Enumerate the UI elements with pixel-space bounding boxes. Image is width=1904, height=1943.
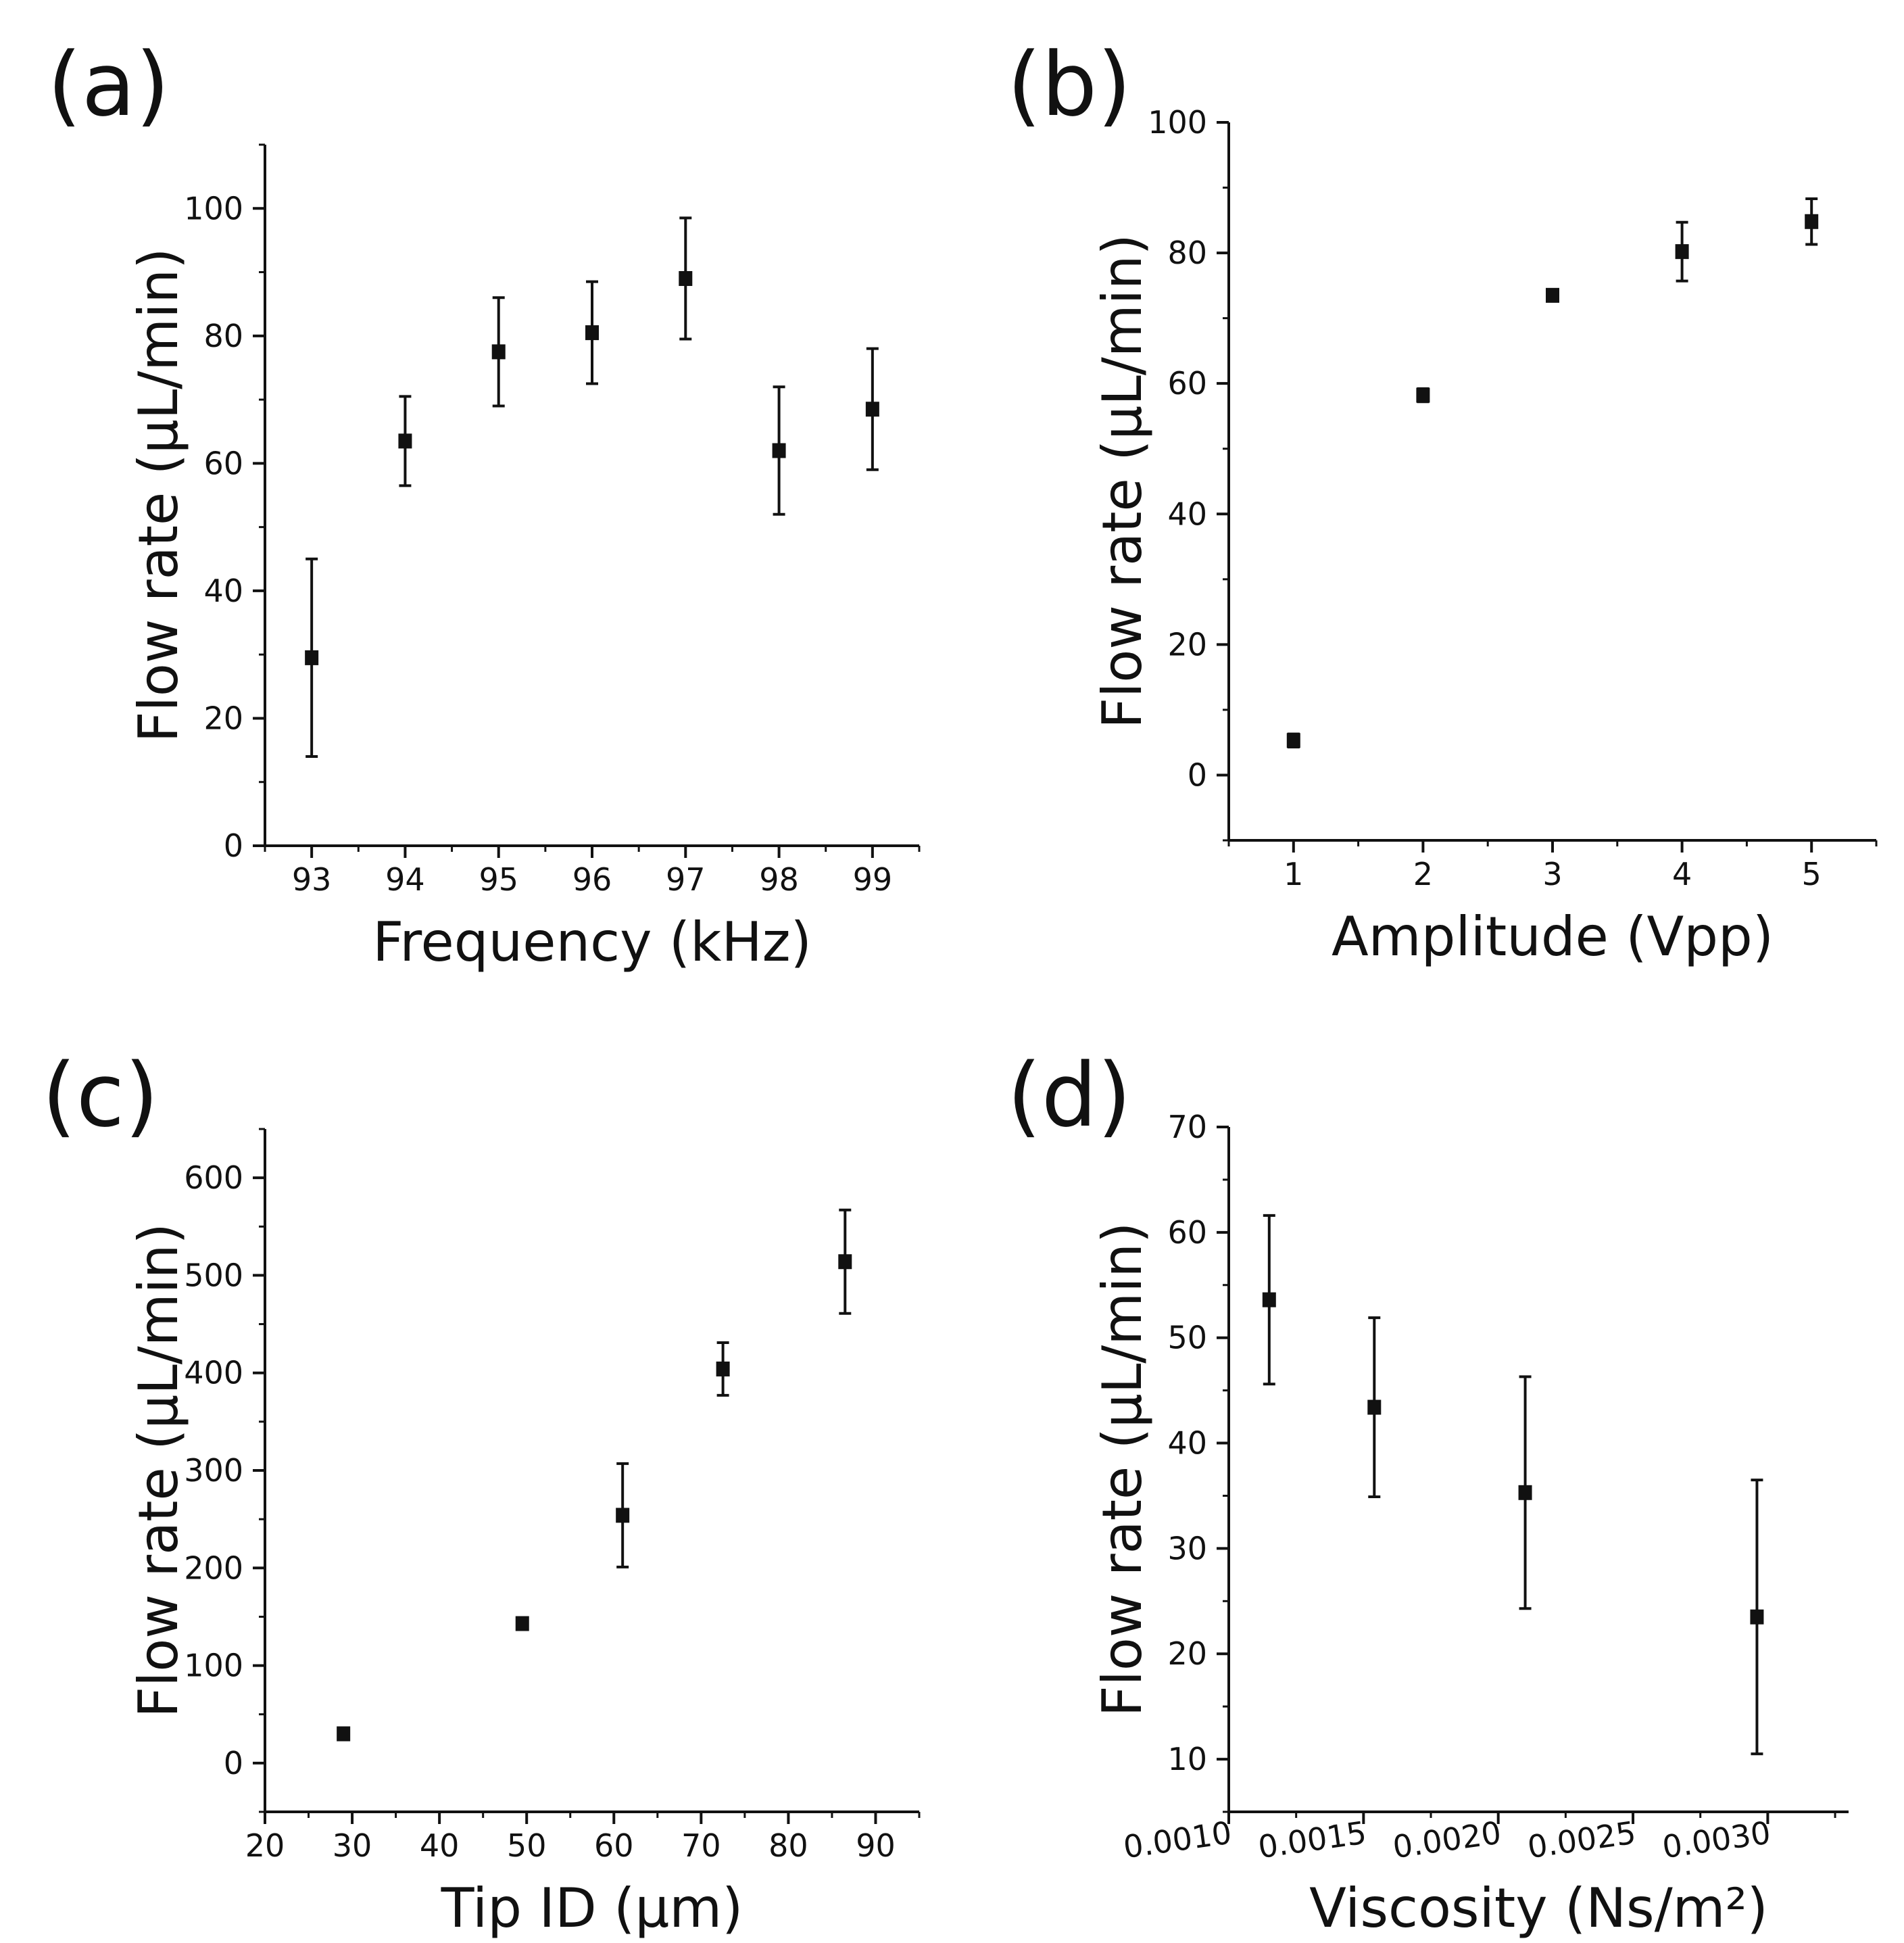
data-point (716, 1361, 730, 1376)
y-tick-label: 0 (1188, 757, 1207, 793)
data-point (1286, 733, 1300, 748)
x-tick-label: 0.0010 (1121, 1814, 1234, 1865)
y-tick-label: 100 (1148, 104, 1207, 141)
panel-d: (d) 10 20 30 40 50 60 70 0.0010 0.0015 0.0020 0.002… (1007, 1044, 1849, 1940)
x-tick-label: 20 (245, 1827, 285, 1864)
data-point (865, 402, 879, 417)
x-axis-title: Amplitude (Vpp) (1332, 905, 1774, 968)
x-tick-label: 93 (292, 861, 332, 898)
y-tick-label: 30 (1167, 1530, 1207, 1566)
data-point (491, 344, 506, 360)
x-tick-label: 0.0015 (1256, 1814, 1369, 1865)
y-tick-label: 300 (184, 1452, 243, 1489)
y-axis-title: Flow rate (µL/min) (1091, 234, 1154, 729)
y-tick-label: 40 (1167, 496, 1207, 532)
x-axis-title: Frequency (kHz) (372, 911, 812, 974)
x-tick-label: 95 (479, 861, 518, 898)
y-axis-title: Flow rate (µL/min) (127, 248, 190, 743)
y-tick-label: 60 (203, 445, 243, 481)
y-tick-label: 100 (184, 1648, 243, 1684)
data-point (1367, 1399, 1382, 1415)
x-tick-label: 1 (1284, 856, 1303, 892)
y-axis-title: Flow rate (µL/min) (1091, 1222, 1154, 1717)
y-tick-label: 80 (1167, 235, 1207, 271)
data-point (616, 1508, 630, 1523)
data-point (585, 325, 599, 341)
data-point (679, 270, 693, 286)
panel-label: (a) (47, 33, 170, 136)
x-tick-label: 70 (681, 1827, 721, 1864)
x-tick-label: 3 (1542, 856, 1562, 892)
panel-b: (b) 0 20 40 60 80 100 1 2 3 4 5 Amplitude (Vpp) Flow … (1007, 33, 1878, 968)
y-tick-label: 10 (1167, 1741, 1207, 1777)
x-tick-label: 99 (853, 861, 893, 898)
x-tick-label: 40 (420, 1827, 460, 1864)
x-tick-label: 0.0020 (1390, 1814, 1503, 1865)
data-point (1546, 287, 1559, 303)
y-tick-label: 40 (203, 573, 243, 609)
panel-label: (c) (42, 1044, 159, 1147)
x-axis-title: Viscosity (Ns/m²) (1309, 1877, 1768, 1940)
y-axis-title: Flow rate (µL/min) (127, 1223, 190, 1718)
x-tick-label: 60 (594, 1827, 634, 1864)
x-tick-label: 80 (768, 1827, 808, 1864)
y-tick-label: 80 (203, 318, 243, 354)
y-tick-label: 40 (1167, 1425, 1207, 1462)
y-tick-label: 0 (224, 1745, 243, 1781)
data-point (772, 443, 786, 458)
y-tick-label: 20 (203, 700, 243, 736)
x-tick-label: 50 (507, 1827, 547, 1864)
data-point (398, 433, 412, 449)
y-tick-label: 60 (1167, 1214, 1207, 1251)
y-tick-label: 0 (224, 827, 243, 864)
data-point (1262, 1292, 1276, 1308)
y-tick-label: 50 (1167, 1320, 1207, 1356)
x-tick-label: 4 (1672, 856, 1692, 892)
panel-c: (c) 0 100 200 300 400 500 600 20 30 40 50 60 70 80 90 Ti… (42, 1044, 921, 1940)
y-tick-label: 20 (1167, 626, 1207, 663)
panel-label: (d) (1007, 1044, 1131, 1147)
y-tick-label: 400 (184, 1355, 243, 1391)
x-tick-label: 98 (759, 861, 799, 898)
panel-label: (b) (1007, 33, 1131, 136)
x-tick-label: 0.0025 (1525, 1814, 1638, 1865)
x-tick-label: 30 (333, 1827, 372, 1864)
x-tick-label: 0.0030 (1660, 1814, 1773, 1865)
y-tick-label: 500 (184, 1257, 243, 1293)
data-point (838, 1254, 852, 1270)
data-point (1675, 244, 1689, 260)
y-tick-label: 100 (184, 190, 243, 226)
data-point (1416, 387, 1430, 403)
y-tick-label: 20 (1167, 1635, 1207, 1672)
data-point (1518, 1485, 1532, 1500)
data-point (305, 650, 319, 665)
data-point (337, 1726, 351, 1742)
y-tick-label: 200 (184, 1550, 243, 1586)
x-tick-label: 2 (1413, 856, 1433, 892)
data-point (1805, 214, 1819, 229)
x-tick-label: 97 (666, 861, 706, 898)
panel-a: (a) 0 20 40 60 80 100 93 94 95 96 97 98 99 Frequency (… (47, 33, 921, 974)
x-axis-title: Tip ID (µm) (441, 1877, 743, 1940)
data-point (1750, 1609, 1764, 1625)
y-tick-label: 600 (184, 1159, 243, 1196)
x-tick-label: 96 (572, 861, 612, 898)
y-tick-label: 60 (1167, 365, 1207, 402)
data-point (515, 1616, 529, 1631)
y-tick-label: 70 (1167, 1109, 1207, 1145)
x-tick-label: 94 (385, 861, 425, 898)
x-tick-label: 90 (856, 1827, 896, 1864)
x-tick-label: 5 (1802, 856, 1822, 892)
